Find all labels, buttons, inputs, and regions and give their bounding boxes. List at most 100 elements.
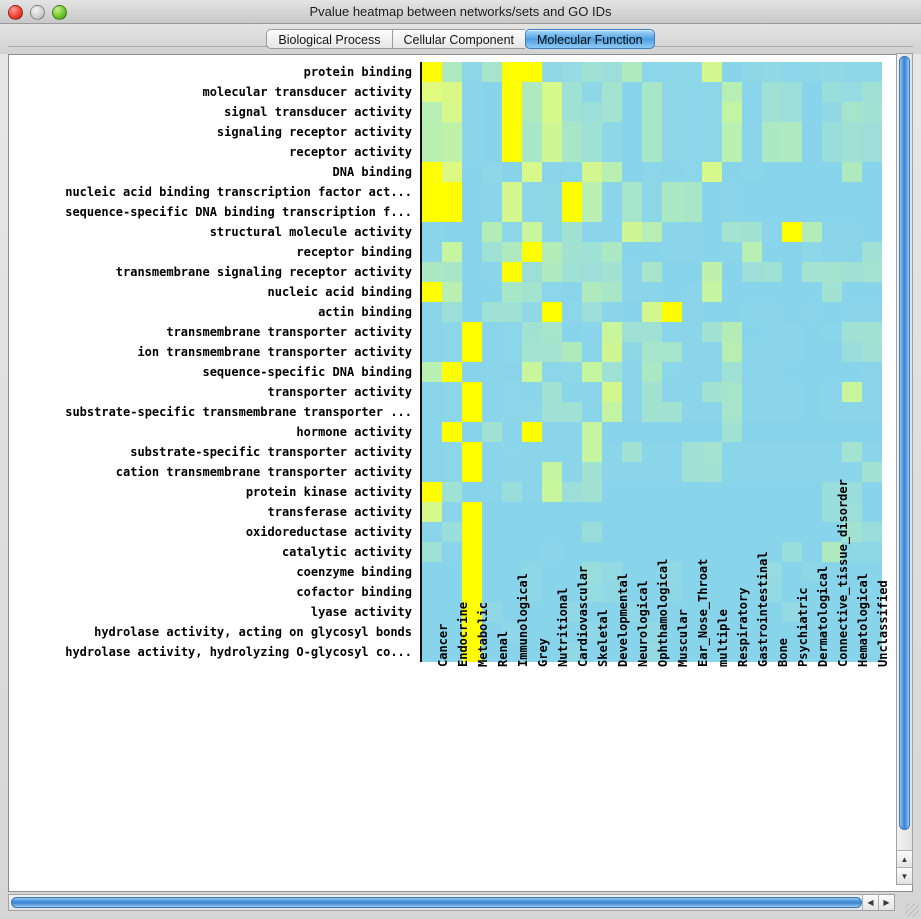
- heatmap-cell[interactable]: [722, 162, 742, 182]
- heatmap-cell[interactable]: [462, 202, 482, 222]
- heatmap-cell[interactable]: [802, 502, 822, 522]
- heatmap-cell[interactable]: [462, 242, 482, 262]
- heatmap-cell[interactable]: [602, 622, 622, 642]
- heatmap-cell[interactable]: [822, 242, 842, 262]
- heatmap-cell[interactable]: [662, 222, 682, 242]
- heatmap-cell[interactable]: [602, 222, 622, 242]
- heatmap-cell[interactable]: [682, 642, 702, 662]
- heatmap-cell[interactable]: [462, 622, 482, 642]
- heatmap-cell[interactable]: [642, 622, 662, 642]
- heatmap-cell[interactable]: [802, 442, 822, 462]
- heatmap-cell[interactable]: [542, 442, 562, 462]
- heatmap-cell[interactable]: [862, 342, 882, 362]
- heatmap-cell[interactable]: [602, 242, 622, 262]
- heatmap-cell[interactable]: [762, 202, 782, 222]
- heatmap-cell[interactable]: [422, 202, 442, 222]
- heatmap-cell[interactable]: [522, 62, 542, 82]
- heatmap-cell[interactable]: [482, 242, 502, 262]
- heatmap-cell[interactable]: [442, 482, 462, 502]
- heatmap-cell[interactable]: [502, 242, 522, 262]
- heatmap-cell[interactable]: [462, 302, 482, 322]
- heatmap-cell[interactable]: [762, 642, 782, 662]
- heatmap-cell[interactable]: [722, 222, 742, 242]
- heatmap-cell[interactable]: [562, 362, 582, 382]
- heatmap-cell[interactable]: [862, 482, 882, 502]
- heatmap-cell[interactable]: [642, 382, 662, 402]
- vertical-scrollbar[interactable]: ▲ ▼: [896, 53, 913, 885]
- heatmap-cell[interactable]: [442, 362, 462, 382]
- heatmap-cell[interactable]: [782, 302, 802, 322]
- heatmap-cell[interactable]: [662, 302, 682, 322]
- heatmap-cell[interactable]: [602, 382, 622, 402]
- heatmap-cell[interactable]: [582, 342, 602, 362]
- heatmap-cell[interactable]: [662, 402, 682, 422]
- heatmap-cell[interactable]: [582, 62, 602, 82]
- heatmap-cell[interactable]: [502, 222, 522, 242]
- heatmap-cell[interactable]: [522, 502, 542, 522]
- heatmap-cell[interactable]: [702, 402, 722, 422]
- heatmap-cell[interactable]: [702, 162, 722, 182]
- heatmap-cell[interactable]: [862, 462, 882, 482]
- heatmap-cell[interactable]: [582, 462, 602, 482]
- heatmap-cell[interactable]: [842, 482, 862, 502]
- heatmap-cell[interactable]: [742, 582, 762, 602]
- heatmap-cell[interactable]: [542, 222, 562, 242]
- heatmap-cell[interactable]: [442, 102, 462, 122]
- heatmap-cell[interactable]: [682, 102, 702, 122]
- heatmap-cell[interactable]: [682, 502, 702, 522]
- heatmap-cell[interactable]: [722, 542, 742, 562]
- heatmap-cell[interactable]: [442, 262, 462, 282]
- heatmap-cell[interactable]: [602, 402, 622, 422]
- heatmap-cell[interactable]: [602, 502, 622, 522]
- heatmap-cell[interactable]: [582, 222, 602, 242]
- heatmap-cell[interactable]: [842, 602, 862, 622]
- heatmap-cell[interactable]: [842, 62, 862, 82]
- heatmap-cell[interactable]: [702, 342, 722, 362]
- heatmap-cell[interactable]: [602, 342, 622, 362]
- heatmap-cell[interactable]: [822, 222, 842, 242]
- heatmap-cell[interactable]: [502, 502, 522, 522]
- heatmap-cell[interactable]: [862, 422, 882, 442]
- heatmap-cell[interactable]: [642, 322, 662, 342]
- heatmap-grid[interactable]: [420, 62, 882, 662]
- heatmap-cell[interactable]: [722, 322, 742, 342]
- heatmap-cell[interactable]: [822, 582, 842, 602]
- heatmap-cell[interactable]: [442, 302, 462, 322]
- heatmap-cell[interactable]: [682, 222, 702, 242]
- heatmap-cell[interactable]: [642, 102, 662, 122]
- heatmap-cell[interactable]: [662, 342, 682, 362]
- heatmap-cell[interactable]: [442, 522, 462, 542]
- heatmap-cell[interactable]: [862, 402, 882, 422]
- vertical-scrollbar-thumb[interactable]: [899, 56, 910, 830]
- zoom-button-icon[interactable]: [52, 5, 67, 20]
- heatmap-cell[interactable]: [522, 302, 542, 322]
- heatmap-cell[interactable]: [622, 402, 642, 422]
- heatmap-cell[interactable]: [722, 482, 742, 502]
- heatmap-cell[interactable]: [802, 602, 822, 622]
- heatmap-cell[interactable]: [422, 602, 442, 622]
- heatmap-cell[interactable]: [502, 402, 522, 422]
- heatmap-cell[interactable]: [602, 362, 622, 382]
- heatmap-cell[interactable]: [482, 322, 502, 342]
- heatmap-cell[interactable]: [862, 242, 882, 262]
- heatmap-cell[interactable]: [442, 182, 462, 202]
- tab-molecular-function[interactable]: Molecular Function: [525, 29, 655, 49]
- heatmap-cell[interactable]: [642, 522, 662, 542]
- heatmap-cell[interactable]: [802, 342, 822, 362]
- heatmap-cell[interactable]: [782, 342, 802, 362]
- heatmap-cell[interactable]: [662, 322, 682, 342]
- heatmap-cell[interactable]: [742, 422, 762, 442]
- heatmap-cell[interactable]: [602, 482, 622, 502]
- heatmap-cell[interactable]: [442, 82, 462, 102]
- heatmap-cell[interactable]: [742, 442, 762, 462]
- heatmap-cell[interactable]: [762, 262, 782, 282]
- heatmap-cell[interactable]: [542, 622, 562, 642]
- heatmap-cell[interactable]: [562, 622, 582, 642]
- heatmap-cell[interactable]: [522, 642, 542, 662]
- heatmap-cell[interactable]: [622, 562, 642, 582]
- heatmap-cell[interactable]: [622, 322, 642, 342]
- heatmap-cell[interactable]: [702, 522, 722, 542]
- heatmap-cell[interactable]: [562, 562, 582, 582]
- heatmap-cell[interactable]: [842, 242, 862, 262]
- heatmap-cell[interactable]: [802, 82, 822, 102]
